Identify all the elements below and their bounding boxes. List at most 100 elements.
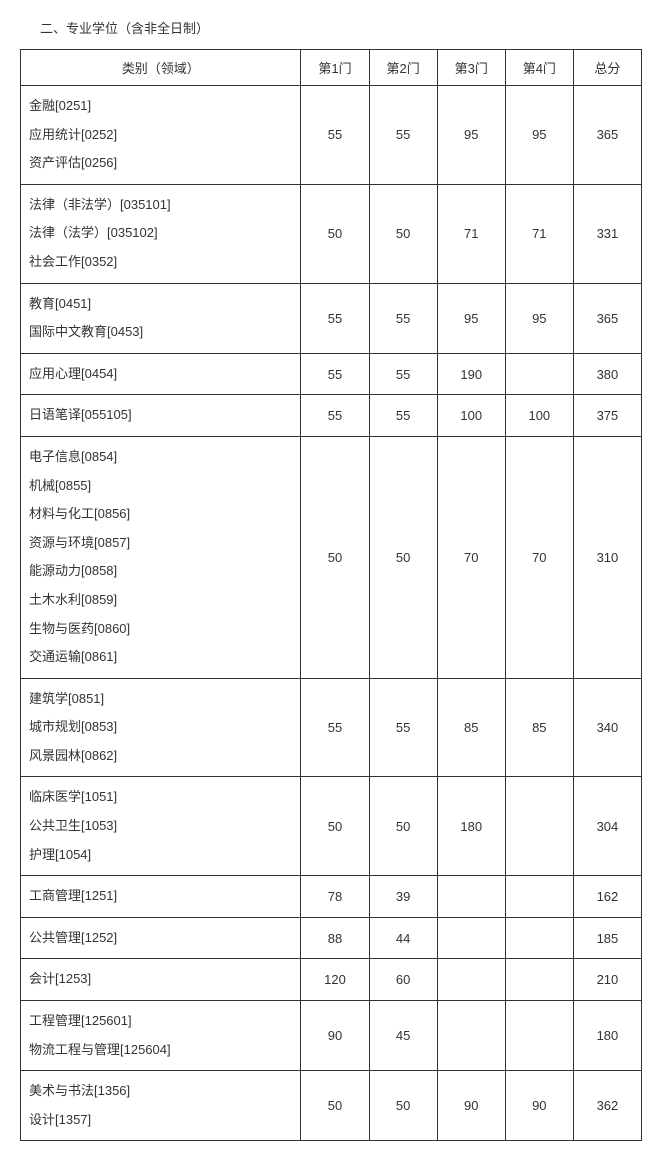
- category-item: 法律（法学）[035102]: [29, 219, 292, 248]
- score-cell-s2: 45: [369, 1001, 437, 1071]
- score-cell-s4: 95: [505, 283, 573, 353]
- table-row: 工商管理[1251] 7839 162: [21, 876, 642, 918]
- score-cell-s4: [505, 959, 573, 1001]
- category-item: 资源与环境[0857]: [29, 529, 292, 558]
- score-cell-s4: [505, 1001, 573, 1071]
- score-cell-total: 375: [573, 395, 641, 437]
- category-item: 会计[1253]: [29, 965, 292, 994]
- category-item: 工商管理[1251]: [29, 882, 292, 911]
- category-item: 资产评估[0256]: [29, 149, 292, 178]
- header-total: 总分: [573, 50, 641, 86]
- category-item: 护理[1054]: [29, 841, 292, 870]
- header-subject-3: 第3门: [437, 50, 505, 86]
- score-cell-s2: 55: [369, 395, 437, 437]
- table-row: 电子信息[0854]机械[0855]材料与化工[0856]资源与环境[0857]…: [21, 436, 642, 678]
- category-item: 公共卫生[1053]: [29, 812, 292, 841]
- score-cell-total: 210: [573, 959, 641, 1001]
- category-item: 临床医学[1051]: [29, 783, 292, 812]
- category-item: 日语笔译[055105]: [29, 401, 292, 430]
- score-cell-s3: 70: [437, 436, 505, 678]
- table-header-row: 类别（领域） 第1门 第2门 第3门 第4门 总分: [21, 50, 642, 86]
- score-cell-s1: 50: [301, 184, 369, 283]
- score-cell-total: 304: [573, 777, 641, 876]
- header-subject-1: 第1门: [301, 50, 369, 86]
- score-cell-s4: [505, 917, 573, 959]
- score-cell-s3: 100: [437, 395, 505, 437]
- score-cell-s4: [505, 876, 573, 918]
- category-cell: 教育[0451]国际中文教育[0453]: [21, 283, 301, 353]
- score-cell-total: 362: [573, 1071, 641, 1141]
- category-cell: 临床医学[1051]公共卫生[1053]护理[1054]: [21, 777, 301, 876]
- score-cell-total: 180: [573, 1001, 641, 1071]
- score-cell-s4: [505, 353, 573, 395]
- score-cell-s4: 85: [505, 678, 573, 777]
- score-cell-total: 380: [573, 353, 641, 395]
- score-table: 类别（领域） 第1门 第2门 第3门 第4门 总分 金融[0251]应用统计[0…: [20, 49, 642, 1141]
- score-cell-s2: 39: [369, 876, 437, 918]
- category-item: 土木水利[0859]: [29, 586, 292, 615]
- category-item: 风景园林[0862]: [29, 742, 292, 771]
- score-cell-s1: 50: [301, 777, 369, 876]
- score-cell-total: 365: [573, 283, 641, 353]
- score-cell-s1: 88: [301, 917, 369, 959]
- score-cell-s3: 190: [437, 353, 505, 395]
- category-item: 物流工程与管理[125604]: [29, 1036, 292, 1065]
- category-item: 国际中文教育[0453]: [29, 318, 292, 347]
- score-cell-s3: 180: [437, 777, 505, 876]
- score-cell-s1: 55: [301, 395, 369, 437]
- category-cell: 金融[0251]应用统计[0252]资产评估[0256]: [21, 86, 301, 185]
- score-cell-total: 185: [573, 917, 641, 959]
- category-item: 美术与书法[1356]: [29, 1077, 292, 1106]
- category-cell: 应用心理[0454]: [21, 353, 301, 395]
- category-cell: 美术与书法[1356]设计[1357]: [21, 1071, 301, 1141]
- table-row: 临床医学[1051]公共卫生[1053]护理[1054]5050180304: [21, 777, 642, 876]
- table-row: 金融[0251]应用统计[0252]资产评估[0256]55559595365: [21, 86, 642, 185]
- category-cell: 公共管理[1252]: [21, 917, 301, 959]
- category-item: 公共管理[1252]: [29, 924, 292, 953]
- score-cell-s3: [437, 1001, 505, 1071]
- category-cell: 法律（非法学）[035101]法律（法学）[035102]社会工作[0352]: [21, 184, 301, 283]
- score-cell-s3: [437, 959, 505, 1001]
- category-item: 教育[0451]: [29, 290, 292, 319]
- category-cell: 日语笔译[055105]: [21, 395, 301, 437]
- category-item: 材料与化工[0856]: [29, 500, 292, 529]
- score-cell-s4: 95: [505, 86, 573, 185]
- table-row: 教育[0451]国际中文教育[0453]55559595365: [21, 283, 642, 353]
- category-item: 生物与医药[0860]: [29, 615, 292, 644]
- table-row: 工程管理[125601]物流工程与管理[125604]9045180: [21, 1001, 642, 1071]
- category-item: 交通运输[0861]: [29, 643, 292, 672]
- table-row: 应用心理[0454]5555190380: [21, 353, 642, 395]
- score-cell-s2: 55: [369, 283, 437, 353]
- score-cell-s3: 85: [437, 678, 505, 777]
- score-cell-s4: [505, 777, 573, 876]
- score-cell-s2: 55: [369, 353, 437, 395]
- score-cell-total: 340: [573, 678, 641, 777]
- score-cell-s1: 50: [301, 1071, 369, 1141]
- section-title: 二、专业学位（含非全日制）: [40, 18, 642, 37]
- category-item: 电子信息[0854]: [29, 443, 292, 472]
- score-cell-s1: 120: [301, 959, 369, 1001]
- score-cell-s1: 55: [301, 283, 369, 353]
- category-item: 工程管理[125601]: [29, 1007, 292, 1036]
- score-cell-s1: 78: [301, 876, 369, 918]
- table-row: 日语笔译[055105]5555100100375: [21, 395, 642, 437]
- table-row: 会计[1253]12060210: [21, 959, 642, 1001]
- score-cell-total: 310: [573, 436, 641, 678]
- table-row: 公共管理[1252]8844185: [21, 917, 642, 959]
- category-item: 设计[1357]: [29, 1106, 292, 1135]
- header-category: 类别（领域）: [21, 50, 301, 86]
- score-cell-s2: 50: [369, 777, 437, 876]
- category-item: 法律（非法学）[035101]: [29, 191, 292, 220]
- score-cell-s3: 71: [437, 184, 505, 283]
- category-item: 应用统计[0252]: [29, 121, 292, 150]
- score-cell-s2: 55: [369, 678, 437, 777]
- category-item: 机械[0855]: [29, 472, 292, 501]
- category-cell: 建筑学[0851]城市规划[0853]风景园林[0862]: [21, 678, 301, 777]
- score-cell-s4: 70: [505, 436, 573, 678]
- category-item: 应用心理[0454]: [29, 360, 292, 389]
- score-cell-s2: 50: [369, 436, 437, 678]
- category-cell: 电子信息[0854]机械[0855]材料与化工[0856]资源与环境[0857]…: [21, 436, 301, 678]
- score-cell-total: 162: [573, 876, 641, 918]
- score-cell-s1: 55: [301, 86, 369, 185]
- category-item: 能源动力[0858]: [29, 557, 292, 586]
